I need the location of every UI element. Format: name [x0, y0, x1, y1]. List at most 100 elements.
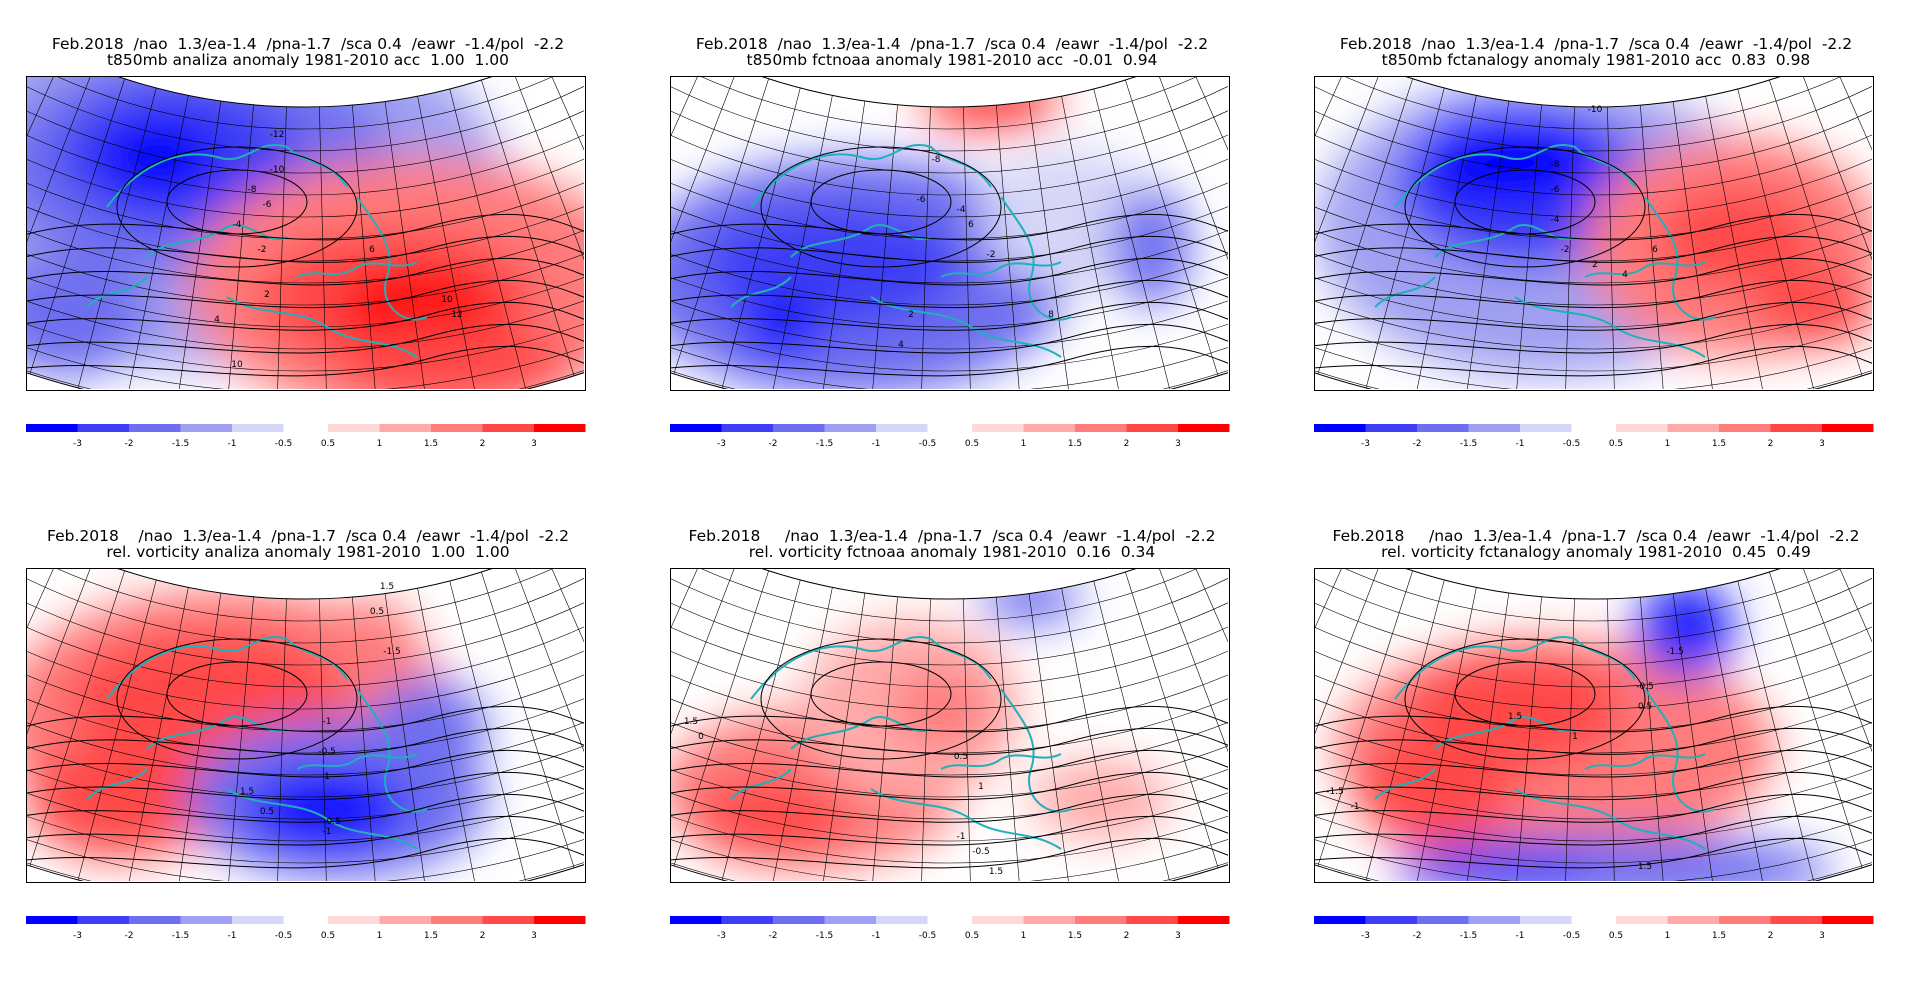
map-panel-vorticity-fctanalogy: Feb.2018 /nao 1.3/ea-1.4 /pna-1.7 /sca 0…	[1296, 528, 1896, 988]
colorbar-label: 3	[1175, 931, 1181, 941]
contour-label: -2	[987, 250, 996, 260]
colorbar-swatch	[773, 424, 825, 432]
map-outline	[1315, 569, 1872, 881]
map-panel-vorticity-fctnoaa: Feb.2018 /nao 1.3/ea-1.4 /pna-1.7 /sca 0…	[652, 528, 1252, 988]
contour-label: -10	[270, 165, 285, 175]
colorbar-swatch	[1126, 424, 1178, 432]
map-panel-vorticity-analiza: Feb.2018 /nao 1.3/ea-1.4 /pna-1.7 /sca 0…	[8, 528, 608, 988]
colorbar-swatch	[1023, 916, 1075, 924]
contour-label: 1.5	[989, 867, 1003, 877]
colorbar-label: -0.5	[919, 439, 937, 449]
colorbar-label: -3	[1361, 931, 1370, 941]
colorbar-swatch	[431, 916, 483, 924]
map-panel-t850-fctanalogy: Feb.2018 /nao 1.3/ea-1.4 /pna-1.7 /sca 0…	[1296, 36, 1896, 496]
colorbar-label: 1.5	[1068, 931, 1082, 941]
contour-label: 1	[978, 782, 984, 792]
colorbar-label: -3	[1361, 439, 1370, 449]
colorbar-label: 0.5	[965, 931, 979, 941]
panel-title-line2: rel. vorticity analiza anomaly 1981-2010…	[106, 543, 510, 561]
contour-labels: 1.500.511.5-0.5-1	[684, 717, 1003, 877]
colorbar-label: -1.5	[1460, 439, 1478, 449]
colorbar-swatch	[534, 424, 586, 432]
contour-label: 6	[1652, 245, 1658, 255]
anomaly-region	[27, 257, 147, 377]
anomaly-field	[1315, 569, 1872, 881]
contours	[1315, 638, 1872, 869]
colorbar-label: 1	[377, 439, 383, 449]
colorbar-swatch	[1314, 916, 1366, 924]
colorbar-label: -1.5	[816, 439, 834, 449]
colorbar-label: -2	[1413, 439, 1422, 449]
colorbar-swatch	[482, 424, 534, 432]
contour-label: 1.5	[380, 582, 394, 592]
map-outline	[27, 569, 584, 881]
anomaly-region	[97, 117, 217, 197]
contour-label: -0.5	[1636, 682, 1654, 692]
contour-label: -6	[1551, 185, 1560, 195]
contour-labels: -1.5 -1 -0.5 0.5 1 1.5 -1.5 1.5	[1326, 647, 1684, 872]
panel-title-line1: Feb.2018 /nao 1.3/ea-1.4 /pna-1.7 /sca 0…	[47, 527, 569, 545]
colorbar-label: -1.5	[172, 439, 190, 449]
contours	[27, 146, 584, 377]
contour-label: -2	[258, 245, 267, 255]
colorbar-label: 1	[1665, 439, 1671, 449]
map-frame: -10 -8 -6 -4 -2 2 4 6	[1314, 76, 1874, 391]
anomaly-region	[981, 574, 1081, 624]
colorbar-label: -1.5	[816, 931, 834, 941]
colorbar-label: -1	[872, 931, 881, 941]
colorbar-swatch	[1468, 916, 1520, 924]
colorbar-label: -2	[125, 439, 134, 449]
colorbar: -3 -2 -1.5 -1 -0.5 0.5 1 1.5 2 3	[26, 424, 586, 454]
colorbar-svg: -3 -2 -1.5 -1 -0.5 0.5 1 1.5 2 3	[26, 424, 586, 449]
colorbar-swatch	[824, 916, 876, 924]
anomaly-region	[317, 599, 417, 679]
map-outline	[671, 77, 1228, 389]
contour-label: 12	[451, 310, 462, 320]
contour-label: 1.5	[1638, 862, 1652, 872]
contour-label: 4	[898, 340, 904, 350]
contour-label: -0.5	[323, 817, 341, 827]
anomaly-region	[1031, 759, 1171, 839]
colorbar-swatch	[824, 424, 876, 432]
colorbar: -3 -2 -1.5 -1 -0.5 0.5 1 1.5 2 3	[1314, 424, 1874, 454]
contour-label: -4	[957, 205, 966, 215]
map-svg: -1.5 -1 -0.5 0.5 1 1.5 -1.5 1.5	[1315, 569, 1872, 881]
contour-label: 4	[214, 315, 220, 325]
contour-label: 0.5	[370, 607, 384, 617]
colorbar-label: 2	[1124, 439, 1130, 449]
colorbar-label: 3	[1819, 931, 1825, 941]
contour-label: -0.5	[318, 747, 336, 757]
colorbar-swatch	[721, 424, 773, 432]
contour-labels: -8 -6 -4 -2 2 4 6 8	[898, 155, 1054, 350]
colorbar-label: -0.5	[1563, 931, 1581, 941]
colorbar-swatch	[1616, 916, 1668, 924]
colorbar-swatch	[1417, 916, 1469, 924]
map-svg: 1.500.511.5-0.5-1	[671, 569, 1228, 881]
colorbar-label: -3	[717, 931, 726, 941]
contour-label: -1	[323, 827, 332, 837]
colorbar-swatch	[1126, 916, 1178, 924]
anomaly-region	[701, 207, 961, 327]
colorbar-swatch	[876, 916, 928, 924]
colorbar-label: 2	[1768, 439, 1774, 449]
colorbar-swatch	[972, 916, 1024, 924]
colorbar-swatch	[1770, 424, 1822, 432]
contour-label: -1	[1351, 802, 1360, 812]
colorbar-swatch	[1616, 424, 1668, 432]
anomaly-region	[741, 297, 821, 357]
contour-label: 6	[968, 220, 974, 230]
contour-label: -8	[932, 155, 941, 165]
colorbar-swatch	[1178, 916, 1230, 924]
colorbar-label: 2	[480, 931, 486, 941]
colorbar-label: -2	[1413, 931, 1422, 941]
colorbar-label: -2	[769, 931, 778, 941]
colorbar-label: -1	[1516, 931, 1525, 941]
colorbar-label: 1	[1021, 931, 1027, 941]
contour-label: -10	[1588, 105, 1603, 115]
colorbar: -3 -2 -1.5 -1 -0.5 0.5 1 1.5 2 3	[1314, 916, 1874, 946]
coastlines	[1374, 144, 1716, 358]
colorbar-label: 1.5	[1712, 439, 1726, 449]
contours	[671, 146, 1228, 377]
panel-title-line1: Feb.2018 /nao 1.3/ea-1.4 /pna-1.7 /sca 0…	[695, 35, 1209, 53]
panel-title-line2: t850mb fctanalogy anomaly 1981-2010 acc …	[1381, 51, 1811, 69]
